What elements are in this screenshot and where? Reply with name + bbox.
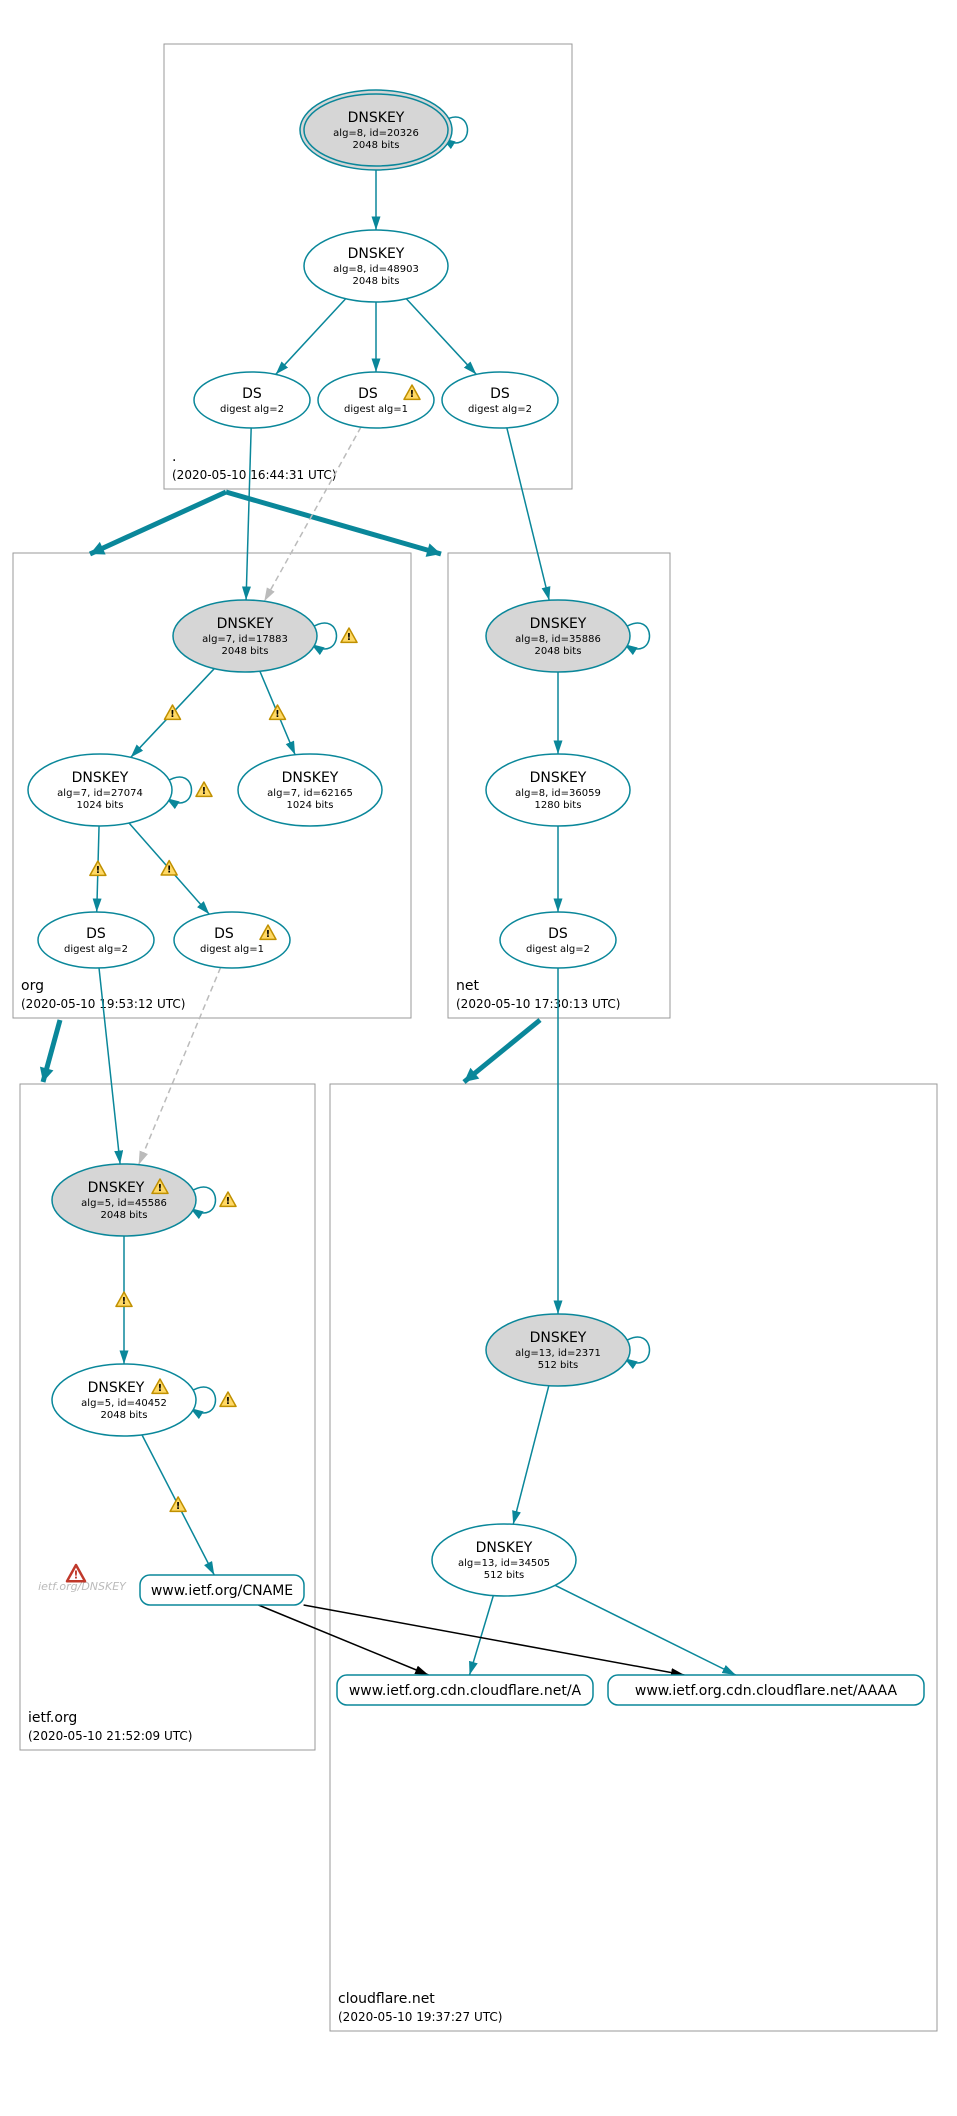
svg-text:!: ! — [74, 1569, 79, 1582]
zone-arrow — [226, 492, 441, 557]
svg-text:!: ! — [122, 1296, 126, 1307]
svg-text:(2020-05-10 19:37:27 UTC): (2020-05-10 19:37:27 UTC) — [338, 2010, 502, 2024]
svg-text:!: ! — [275, 709, 279, 720]
svg-text:ietf.org: ietf.org — [28, 1710, 77, 1726]
svg-text:!: ! — [158, 1383, 162, 1394]
svg-text:www.ietf.org/CNAME: www.ietf.org/CNAME — [151, 1583, 293, 1599]
svg-text:2048 bits: 2048 bits — [535, 646, 582, 657]
svg-text:!: ! — [158, 1183, 162, 1194]
svg-text:alg=8, id=36059: alg=8, id=36059 — [515, 788, 601, 799]
node-cf_rec_aaaa: www.ietf.org.cdn.cloudflare.net/AAAA — [608, 1675, 924, 1705]
svg-text:(2020-05-10 21:52:09 UTC): (2020-05-10 21:52:09 UTC) — [28, 1729, 192, 1743]
svg-text:(2020-05-10 17:30:13 UTC): (2020-05-10 17:30:13 UTC) — [456, 997, 620, 1011]
svg-text:1024 bits: 1024 bits — [77, 800, 124, 811]
svg-text:digest alg=1: digest alg=1 — [200, 944, 264, 955]
node-net_dnskey_ksk: DNSKEY alg=8, id=358862048 bits — [486, 600, 630, 672]
svg-text:!: ! — [170, 709, 174, 720]
svg-text:(2020-05-10 16:44:31 UTC): (2020-05-10 16:44:31 UTC) — [172, 468, 336, 482]
svg-text:alg=13, id=2371: alg=13, id=2371 — [515, 1348, 601, 1359]
svg-text:alg=8, id=48903: alg=8, id=48903 — [333, 264, 419, 275]
svg-text:512 bits: 512 bits — [538, 1360, 579, 1371]
svg-text:2048 bits: 2048 bits — [101, 1210, 148, 1221]
svg-text:alg=7, id=62165: alg=7, id=62165 — [267, 788, 353, 799]
node-cf_rec_a: www.ietf.org.cdn.cloudflare.net/A — [337, 1675, 593, 1705]
node-net_dnskey_zsk: DNSKEY alg=8, id=360591280 bits — [486, 754, 630, 826]
svg-text:!: ! — [167, 865, 171, 876]
node-ietf_dnskey_ksk: DNSKEY alg=5, id=455862048 bits — [52, 1164, 196, 1236]
svg-text:DS: DS — [86, 926, 106, 942]
svg-text:1280 bits: 1280 bits — [535, 800, 582, 811]
svg-text:DNSKEY: DNSKEY — [530, 770, 587, 786]
svg-text:.: . — [172, 449, 176, 465]
svg-text:DNSKEY: DNSKEY — [88, 1380, 145, 1396]
node-org_dnskey_zsk2: DNSKEY alg=7, id=621651024 bits — [238, 754, 382, 826]
nodes: DNSKEYalg=8, id=203262048 bitsDNSKEYalg=… — [28, 90, 924, 1705]
svg-text:alg=7, id=17883: alg=7, id=17883 — [202, 634, 288, 645]
node-cf_dnskey_ksk: DNSKEY alg=13, id=2371512 bits — [486, 1314, 630, 1386]
svg-text:1024 bits: 1024 bits — [287, 800, 334, 811]
svg-text:digest alg=1: digest alg=1 — [344, 404, 408, 415]
node-org_dnskey_zsk1: DNSKEY alg=7, id=270741024 bits — [28, 754, 172, 826]
svg-text:alg=7, id=27074: alg=7, id=27074 — [57, 788, 143, 799]
svg-text:net: net — [456, 978, 479, 994]
node-root_ds_net: DS digest alg=2 — [442, 372, 558, 428]
svg-text:cloudflare.net: cloudflare.net — [338, 1991, 435, 2007]
node-root_ds_org: DS digest alg=2 — [194, 372, 310, 428]
svg-text:DS: DS — [548, 926, 568, 942]
svg-text:org: org — [21, 978, 44, 994]
svg-text:DNSKEY: DNSKEY — [88, 1180, 145, 1196]
node-org_ds1: DS digest alg=2 — [38, 912, 154, 968]
svg-text:DNSKEY: DNSKEY — [476, 1540, 533, 1556]
node-root_dnskey_zsk: DNSKEY alg=8, id=489032048 bits — [304, 230, 448, 302]
svg-text:alg=8, id=20326: alg=8, id=20326 — [333, 128, 419, 139]
svg-text:!: ! — [266, 929, 270, 940]
svg-text:digest alg=2: digest alg=2 — [64, 944, 128, 955]
node-org_dnskey_ksk: DNSKEY alg=7, id=178832048 bits — [173, 600, 317, 672]
node-net_ds: DS digest alg=2 — [500, 912, 616, 968]
svg-text:2048 bits: 2048 bits — [353, 276, 400, 287]
node-ietf_dnskey_zsk: DNSKEY alg=5, id=404522048 bits — [52, 1364, 196, 1436]
dnssec-diagram: . (2020-05-10 16:44:31 UTC) org (2020-05-10… — [0, 0, 957, 2116]
svg-text:digest alg=2: digest alg=2 — [526, 944, 590, 955]
svg-text:www.ietf.org.cdn.cloudflare.ne: www.ietf.org.cdn.cloudflare.net/AAAA — [635, 1683, 898, 1699]
node-ietf_cname: www.ietf.org/CNAME — [140, 1575, 304, 1605]
svg-text:DNSKEY: DNSKEY — [348, 110, 405, 126]
svg-text:!: ! — [176, 1501, 180, 1512]
svg-text:DNSKEY: DNSKEY — [72, 770, 129, 786]
svg-text:DNSKEY: DNSKEY — [282, 770, 339, 786]
svg-text:2048 bits: 2048 bits — [353, 140, 400, 151]
zone-arrow — [464, 1020, 540, 1082]
svg-text:www.ietf.org.cdn.cloudflare.ne: www.ietf.org.cdn.cloudflare.net/A — [349, 1683, 582, 1699]
svg-text:!: ! — [410, 389, 414, 400]
svg-text:!: ! — [347, 632, 351, 643]
svg-text:DS: DS — [358, 386, 378, 402]
svg-text:digest alg=2: digest alg=2 — [220, 404, 284, 415]
svg-text:!: ! — [96, 865, 100, 876]
svg-text:2048 bits: 2048 bits — [101, 1410, 148, 1421]
node-root_dnskey_ksk: DNSKEY alg=8, id=203262048 bits — [300, 90, 452, 170]
svg-text:DNSKEY: DNSKEY — [348, 246, 405, 262]
svg-text:!: ! — [226, 1196, 230, 1207]
zone-cloudflare_net: cloudflare.net (2020-05-10 19:37:27 UTC) — [330, 1084, 937, 2031]
svg-text:alg=5, id=40452: alg=5, id=40452 — [81, 1398, 167, 1409]
svg-text:DS: DS — [242, 386, 262, 402]
svg-text:alg=13, id=34505: alg=13, id=34505 — [458, 1558, 550, 1569]
svg-text:!: ! — [202, 786, 206, 797]
svg-text:alg=5, id=45586: alg=5, id=45586 — [81, 1198, 167, 1209]
svg-text:DS: DS — [214, 926, 234, 942]
zone-arrow — [90, 492, 226, 555]
svg-text:512 bits: 512 bits — [484, 1570, 525, 1581]
svg-text:DS: DS — [490, 386, 510, 402]
svg-text:DNSKEY: DNSKEY — [530, 616, 587, 632]
svg-text:DNSKEY: DNSKEY — [217, 616, 274, 632]
svg-text:!: ! — [226, 1396, 230, 1407]
svg-text:2048 bits: 2048 bits — [222, 646, 269, 657]
svg-text:DNSKEY: DNSKEY — [530, 1330, 587, 1346]
svg-text:alg=8, id=35886: alg=8, id=35886 — [515, 634, 601, 645]
zone-arrow — [40, 1020, 60, 1082]
edges — [97, 117, 736, 1675]
svg-text:digest alg=2: digest alg=2 — [468, 404, 532, 415]
node-cf_dnskey_zsk: DNSKEY alg=13, id=34505512 bits — [432, 1524, 576, 1596]
